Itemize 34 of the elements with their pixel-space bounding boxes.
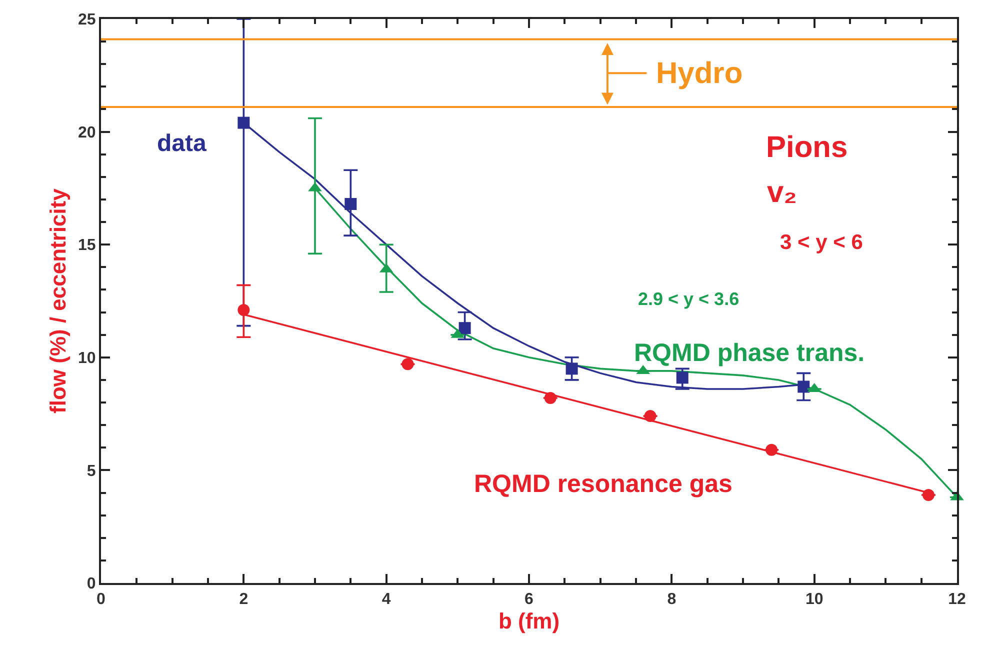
point [766, 444, 778, 456]
x-axis-title: b (fm) [498, 608, 560, 634]
x-tick-label: 10 [805, 591, 824, 608]
x-tick-label: 2 [239, 591, 248, 608]
point [676, 372, 688, 384]
point [238, 304, 250, 316]
annotation: Pions [766, 131, 848, 164]
annotation: 2.9 < y < 3.6 [638, 289, 740, 309]
series-label: RQMD resonance gas [474, 470, 732, 498]
y-tick-label: 5 [86, 462, 96, 480]
annotation: 3 < y < 6 [780, 231, 863, 254]
y-tick-label: 25 [78, 12, 96, 29]
y-tick-label: 0 [86, 576, 96, 593]
point [922, 489, 934, 502]
point [798, 380, 810, 393]
annotation: Hydro [656, 57, 743, 90]
x-tick-label: 4 [382, 591, 391, 608]
point [544, 392, 556, 404]
x-tick-label: 6 [524, 591, 534, 608]
y-tick-label: 20 [78, 124, 96, 142]
annotation: v₂ [767, 176, 798, 209]
y-tick-label: 10 [78, 350, 96, 367]
series-label: RQMD phase trans. [634, 339, 865, 367]
point [644, 410, 656, 422]
point [344, 198, 357, 210]
point [402, 358, 414, 370]
y-tick-label: 15 [78, 237, 96, 254]
point [238, 116, 250, 129]
y-axis-title: flow (%) / eccentricity [45, 188, 70, 414]
series-label: data [157, 130, 207, 157]
point [566, 362, 578, 375]
x-tick-label: 12 [948, 591, 966, 608]
point [458, 322, 471, 334]
x-tick-label: 8 [667, 591, 676, 608]
